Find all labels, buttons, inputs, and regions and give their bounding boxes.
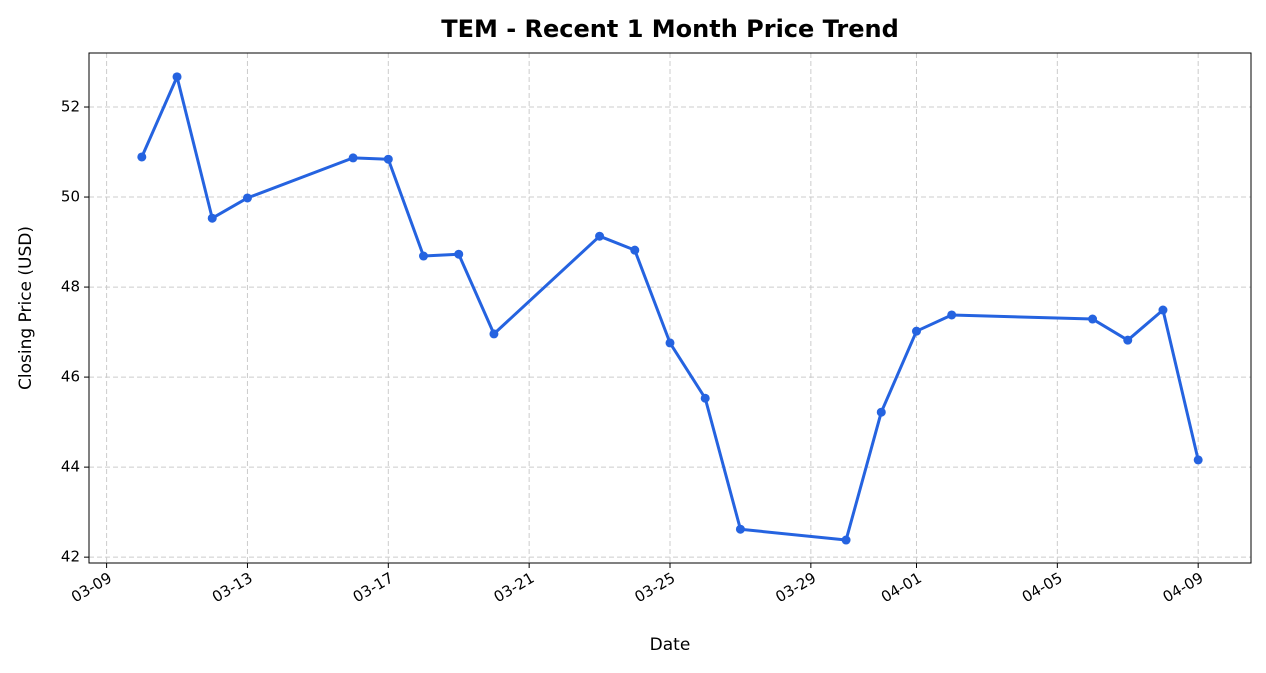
y-tick-label: 46 xyxy=(61,368,80,386)
price-point xyxy=(1123,335,1133,345)
price-line xyxy=(140,75,1200,542)
price-point xyxy=(1193,455,1203,465)
chart-title: TEM - Recent 1 Month Price Trend xyxy=(441,15,899,43)
price-point xyxy=(630,245,640,255)
y-tick-label: 42 xyxy=(61,548,80,566)
price-point xyxy=(1088,314,1098,324)
y-axis-label: Closing Price (USD) xyxy=(16,226,36,390)
y-tick-label: 48 xyxy=(61,278,80,296)
x-tick-label: 03-29 xyxy=(772,569,819,606)
price-point xyxy=(172,72,182,82)
x-tick-label: 04-05 xyxy=(1019,569,1066,606)
price-point xyxy=(242,193,252,203)
y-tick-label: 52 xyxy=(61,98,80,116)
x-tick-label: 04-01 xyxy=(878,569,925,606)
price-point xyxy=(700,393,710,403)
x-tick-label: 04-09 xyxy=(1160,569,1207,606)
price-point xyxy=(735,524,745,534)
price-point xyxy=(665,338,675,348)
price-point xyxy=(489,329,499,339)
price-point xyxy=(595,231,605,241)
price-point xyxy=(348,153,358,163)
plot-frame xyxy=(88,52,1252,564)
x-tick-label: 03-09 xyxy=(68,569,115,606)
price-point xyxy=(841,535,851,545)
price-point xyxy=(419,251,429,261)
x-tick-label: 03-25 xyxy=(631,569,678,606)
x-tick-label: 03-21 xyxy=(491,569,538,606)
y-tick-label: 44 xyxy=(61,458,80,476)
price-point xyxy=(383,154,393,164)
price-point xyxy=(947,310,957,320)
x-axis-label: Date xyxy=(650,635,691,655)
x-tick-label: 03-17 xyxy=(350,569,397,606)
price-point xyxy=(911,326,921,336)
price-point xyxy=(454,249,464,259)
price-point xyxy=(1158,305,1168,315)
price-point xyxy=(876,407,886,417)
y-tick-label: 50 xyxy=(61,188,80,206)
price-point xyxy=(207,213,217,223)
x-tick-label: 03-13 xyxy=(209,569,256,606)
price-point xyxy=(137,152,147,162)
